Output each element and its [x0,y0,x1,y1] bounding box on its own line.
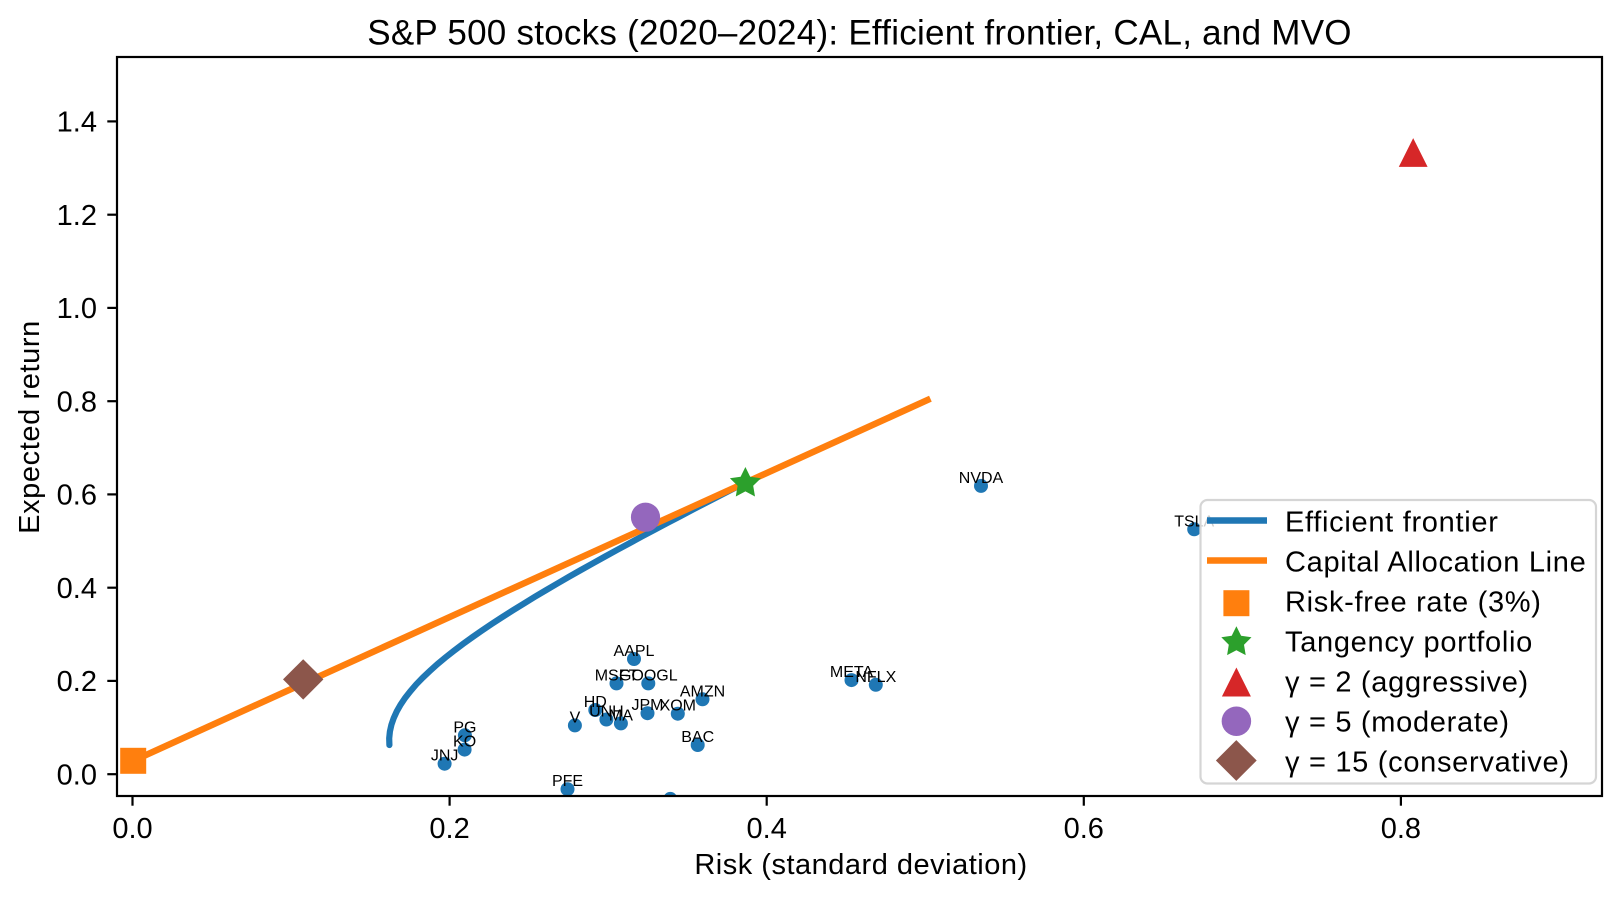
svg-text:META: META [830,664,874,681]
svg-text:Capital Allocation Line: Capital Allocation Line [1285,547,1586,579]
svg-text:S&P 500 stocks (2020–2024): Ef: S&P 500 stocks (2020–2024): Efficient fr… [367,14,1352,53]
svg-text:0.2: 0.2 [429,813,469,845]
svg-text:γ = 5 (moderate): γ = 5 (moderate) [1285,707,1510,739]
svg-text:0.6: 0.6 [57,480,97,512]
svg-text:0.4: 0.4 [57,573,97,605]
svg-text:Efficient frontier: Efficient frontier [1285,507,1499,539]
svg-text:AMZN: AMZN [680,683,725,700]
svg-text:Tangency portfolio: Tangency portfolio [1285,627,1533,659]
svg-text:PFE: PFE [552,773,583,790]
svg-text:AAPL: AAPL [614,643,655,660]
svg-text:UNH: UNH [589,704,624,721]
svg-text:MA: MA [609,707,633,724]
svg-text:0.8: 0.8 [57,386,97,418]
svg-text:0.6: 0.6 [1064,813,1104,845]
svg-text:JNJ: JNJ [431,748,459,765]
svg-text:BAC: BAC [681,729,714,746]
svg-text:0.2: 0.2 [57,666,97,698]
svg-text:V: V [570,709,581,726]
svg-text:NVDA: NVDA [959,470,1004,487]
svg-text:JPM: JPM [632,697,664,714]
svg-text:MSFT: MSFT [595,667,639,684]
svg-text:1.2: 1.2 [57,200,97,232]
svg-text:Risk (standard deviation): Risk (standard deviation) [694,849,1027,881]
svg-text:Risk-free rate (3%): Risk-free rate (3%) [1285,587,1542,619]
svg-text:KO: KO [453,734,476,751]
svg-text:GOOGL: GOOGL [619,667,678,684]
svg-text:γ = 15 (conservative): γ = 15 (conservative) [1285,747,1570,779]
svg-text:XOM: XOM [660,698,696,715]
svg-text:Expected return: Expected return [14,320,46,534]
svg-text:0.0: 0.0 [57,759,97,791]
svg-text:0.4: 0.4 [747,813,787,845]
svg-text:HD: HD [584,694,607,711]
svg-text:1.0: 1.0 [57,293,97,325]
svg-text:γ = 2 (aggressive): γ = 2 (aggressive) [1285,667,1529,699]
svg-text:0.0: 0.0 [112,813,152,845]
svg-text:1.4: 1.4 [57,107,97,139]
svg-text:NFLX: NFLX [855,669,896,686]
svg-text:PG: PG [453,719,476,736]
svg-text:0.8: 0.8 [1381,813,1421,845]
